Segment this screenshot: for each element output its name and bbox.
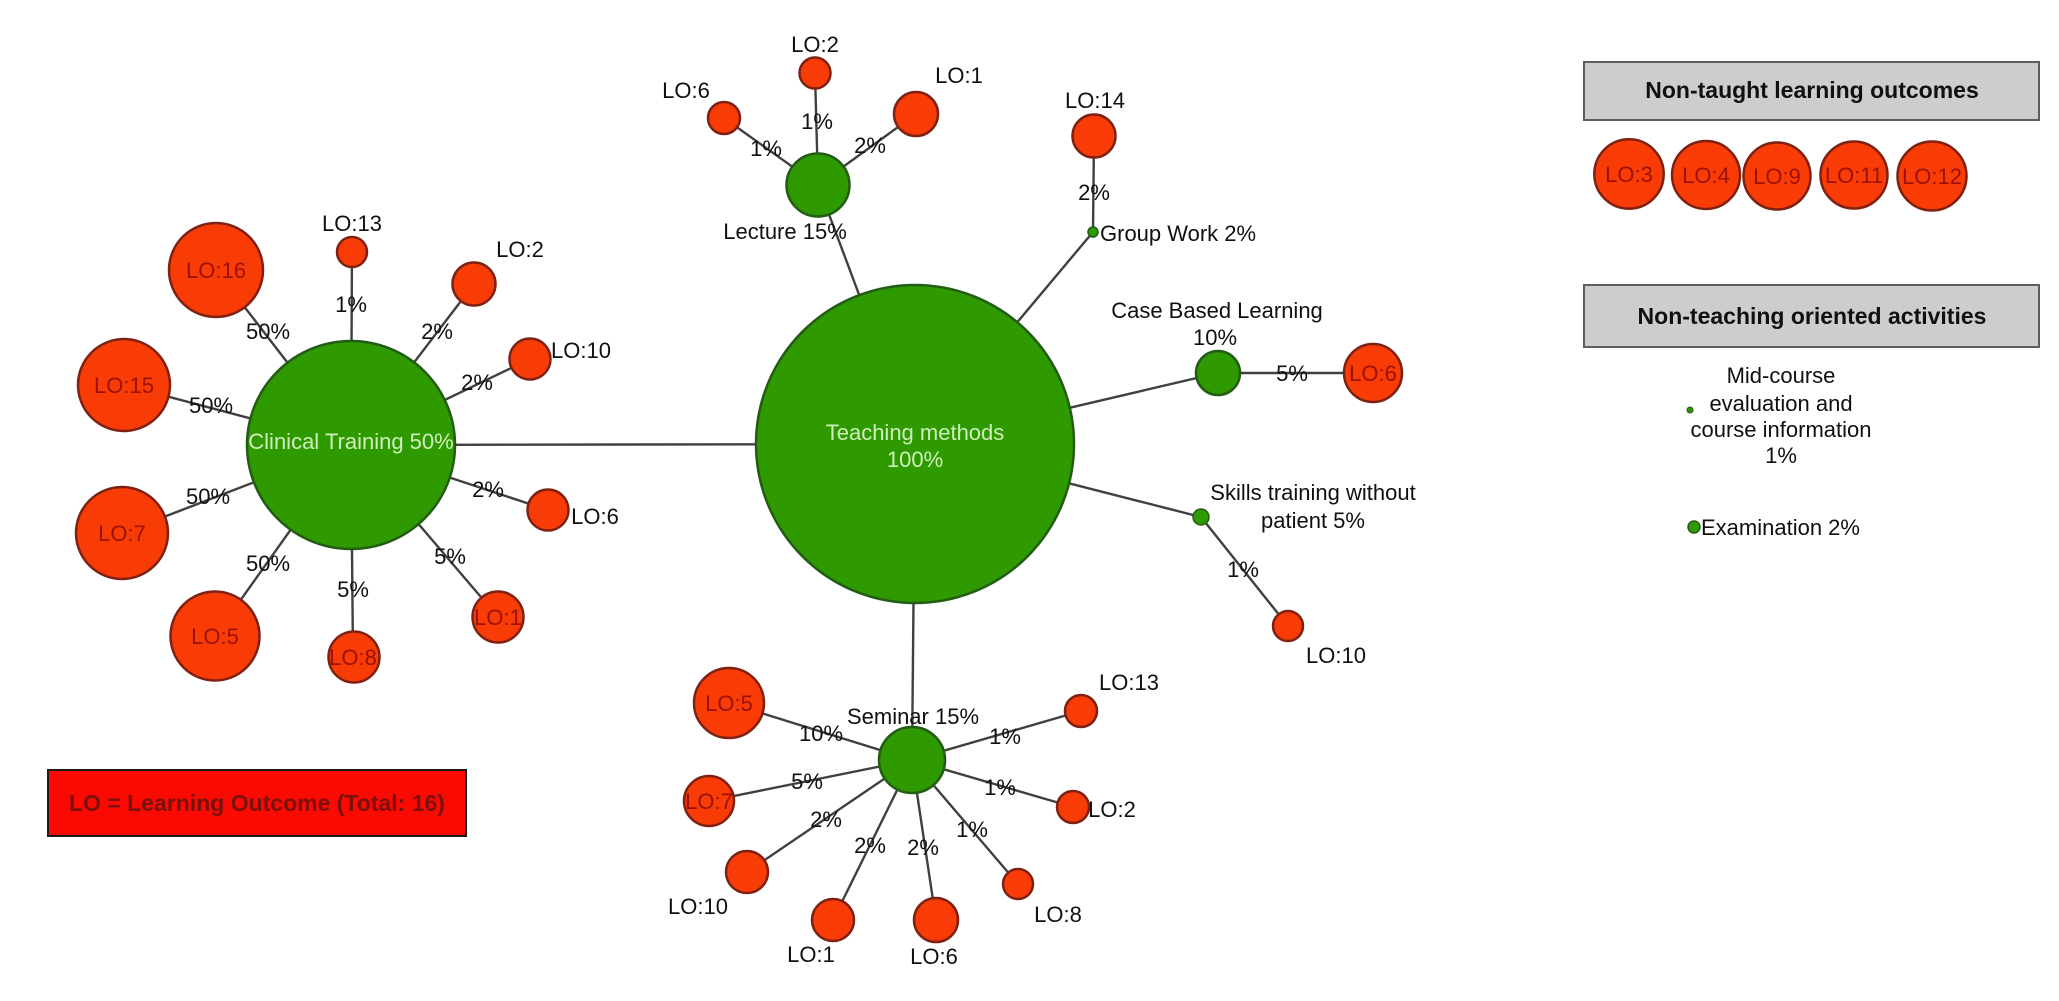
svg-text:1%: 1% xyxy=(1227,557,1259,582)
svg-text:LO:15: LO:15 xyxy=(94,373,154,398)
svg-text:Clinical Training 50%: Clinical Training 50% xyxy=(248,429,453,454)
svg-text:course information: course information xyxy=(1691,417,1872,442)
svg-text:2%: 2% xyxy=(461,370,493,395)
svg-text:2%: 2% xyxy=(854,133,886,158)
svg-text:50%: 50% xyxy=(189,393,233,418)
svg-text:LO:6: LO:6 xyxy=(910,944,958,969)
svg-text:LO:1: LO:1 xyxy=(787,942,835,967)
svg-text:LO:5: LO:5 xyxy=(705,691,753,716)
svg-text:Teaching methods: Teaching methods xyxy=(826,420,1005,445)
svg-text:5%: 5% xyxy=(1276,361,1308,386)
svg-text:LO:2: LO:2 xyxy=(496,237,544,262)
svg-text:LO:6: LO:6 xyxy=(571,504,619,529)
svg-text:50%: 50% xyxy=(186,484,230,509)
svg-text:Mid-course: Mid-course xyxy=(1727,363,1836,388)
svg-text:1%: 1% xyxy=(984,775,1016,800)
svg-text:1%: 1% xyxy=(989,724,1021,749)
svg-text:LO = Learning Outcome (Total:: LO = Learning Outcome (Total: 16) xyxy=(69,790,445,816)
svg-text:LO:3: LO:3 xyxy=(1605,162,1653,187)
svg-text:Seminar 15%: Seminar 15% xyxy=(847,704,979,729)
svg-text:LO:13: LO:13 xyxy=(322,211,382,236)
svg-text:LO:7: LO:7 xyxy=(98,521,146,546)
svg-text:LO:12: LO:12 xyxy=(1902,164,1962,189)
svg-text:LO:8: LO:8 xyxy=(1034,902,1082,927)
svg-text:evaluation and: evaluation and xyxy=(1709,391,1852,416)
svg-text:1%: 1% xyxy=(335,292,367,317)
svg-text:50%: 50% xyxy=(246,319,290,344)
svg-text:LO:13: LO:13 xyxy=(1099,670,1159,695)
svg-text:10%: 10% xyxy=(1193,325,1237,350)
svg-text:LO:6: LO:6 xyxy=(662,78,710,103)
svg-text:LO:1: LO:1 xyxy=(474,605,522,630)
svg-text:LO:10: LO:10 xyxy=(668,894,728,919)
svg-text:LO:11: LO:11 xyxy=(1825,163,1883,188)
svg-text:Non-taught learning outcomes: Non-taught learning outcomes xyxy=(1645,77,1979,103)
svg-text:LO:9: LO:9 xyxy=(1753,164,1801,189)
svg-text:5%: 5% xyxy=(434,544,466,569)
svg-text:10%: 10% xyxy=(799,721,843,746)
svg-text:LO:14: LO:14 xyxy=(1065,88,1125,113)
svg-text:2%: 2% xyxy=(854,833,886,858)
svg-text:Non-teaching oriented activiti: Non-teaching oriented activities xyxy=(1638,303,1987,329)
svg-text:LO:8: LO:8 xyxy=(329,645,377,670)
svg-text:2%: 2% xyxy=(472,477,504,502)
svg-text:2%: 2% xyxy=(907,835,939,860)
svg-text:1%: 1% xyxy=(956,817,988,842)
svg-text:2%: 2% xyxy=(810,807,842,832)
svg-text:5%: 5% xyxy=(791,769,823,794)
svg-text:LO:16: LO:16 xyxy=(186,258,246,283)
svg-text:Case Based Learning: Case Based Learning xyxy=(1111,298,1323,323)
svg-text:5%: 5% xyxy=(337,577,369,602)
svg-text:Examination 2%: Examination 2% xyxy=(1701,515,1860,540)
svg-text:50%: 50% xyxy=(246,551,290,576)
svg-text:LO:10: LO:10 xyxy=(551,338,611,363)
svg-text:LO:7: LO:7 xyxy=(685,789,733,814)
svg-text:LO:2: LO:2 xyxy=(1088,797,1136,822)
svg-text:LO:2: LO:2 xyxy=(791,32,839,57)
svg-text:LO:5: LO:5 xyxy=(191,624,239,649)
svg-text:1%: 1% xyxy=(750,136,782,161)
svg-text:Lecture 15%: Lecture 15% xyxy=(723,219,847,244)
svg-text:LO:4: LO:4 xyxy=(1682,163,1730,188)
svg-text:1%: 1% xyxy=(1765,443,1797,468)
svg-text:Skills training without: Skills training without xyxy=(1210,480,1415,505)
svg-text:patient 5%: patient 5% xyxy=(1261,508,1365,533)
svg-text:LO:6: LO:6 xyxy=(1349,361,1397,386)
svg-text:1%: 1% xyxy=(801,109,833,134)
svg-text:2%: 2% xyxy=(421,319,453,344)
svg-text:2%: 2% xyxy=(1078,180,1110,205)
svg-text:LO:10: LO:10 xyxy=(1306,643,1366,668)
svg-text:LO:1: LO:1 xyxy=(935,63,983,88)
svg-text:Group Work 2%: Group Work 2% xyxy=(1100,221,1256,246)
svg-text:100%: 100% xyxy=(887,447,943,472)
